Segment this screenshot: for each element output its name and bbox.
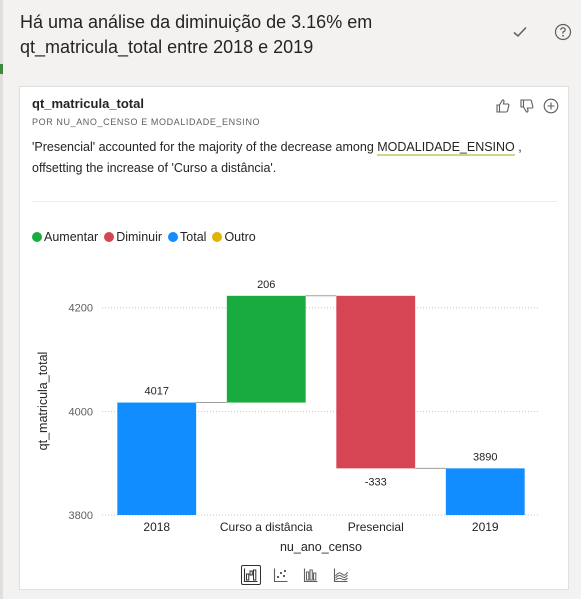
thumbs-down-icon[interactable] [518,97,536,115]
x-tick-label: 2018 [143,520,170,534]
card-subtitle: POR NU_ANO_CENSO E MODALIDADE_ENSINO [32,117,261,127]
data-label: 206 [257,279,275,291]
bar-increase [226,295,306,403]
chart-legend: Aumentar Diminuir Total Outro [32,230,258,244]
y-axis-title: qt_matricula_total [36,352,50,451]
left-edge-strip [0,0,3,599]
x-tick-label: Presencial [348,520,404,534]
area-chart-icon[interactable] [331,565,351,585]
left-edge-marker [0,64,3,74]
thumbs-up-icon[interactable] [494,97,512,115]
y-tick-label: 3800 [69,510,93,522]
legend-dot-aumentar [32,232,42,242]
legend-label-outro: Outro [224,230,256,244]
y-tick-label: 4000 [69,406,93,418]
data-label: 3890 [473,451,497,463]
waterfall-chart-icon[interactable] [241,565,261,585]
summary-text-end: , offsetting the increase of 'Curso a di… [32,140,522,175]
legend-dot-outro [212,232,223,242]
legend-item-aumentar[interactable]: Aumentar [32,230,98,244]
insight-title: Há uma análise da diminuição de 3.16% em… [20,12,373,57]
legend-item-outro[interactable]: Outro [212,230,256,244]
insight-card: qt_matricula_total POR NU_ANO_CENSO E MO… [19,86,569,590]
bar-total [445,468,525,515]
legend-dot-diminuir [104,232,115,242]
card-title: qt_matricula_total [32,96,144,111]
legend-label-total: Total [180,230,207,244]
data-label: -333 [365,476,387,488]
card-divider [32,201,557,202]
legend-dot-total [168,232,179,242]
add-icon[interactable] [542,97,560,115]
bar-decrease [336,295,416,469]
x-axis-title: nu_ano_censo [280,540,362,554]
visual-type-switcher [241,565,351,585]
insight-summary: 'Presencial' accounted for the majority … [32,137,557,179]
legend-item-total[interactable]: Total [168,230,206,244]
x-tick-label: 2019 [472,520,499,534]
legend-label-diminuir: Diminuir [116,230,163,244]
waterfall-chart: 3800 4000 4200 qt_matricula_total 4017 206 -33… [36,279,540,554]
x-tick-label: Curso a distância [220,520,313,534]
data-label: 4017 [145,386,169,398]
help-icon[interactable] [553,22,573,42]
scatter-chart-icon[interactable] [271,565,291,585]
check-icon[interactable] [510,22,530,42]
summary-field-name: MODALIDADE_ENSINO [377,140,515,156]
card-actions [494,97,560,115]
summary-text-start: 'Presencial' accounted for the majority … [32,140,378,154]
y-tick-label: 4200 [69,303,93,315]
bar-total [117,402,197,515]
legend-item-diminuir[interactable]: Diminuir [104,230,162,244]
column-chart-icon[interactable] [301,565,321,585]
legend-label-aumentar: Aumentar [44,230,99,244]
